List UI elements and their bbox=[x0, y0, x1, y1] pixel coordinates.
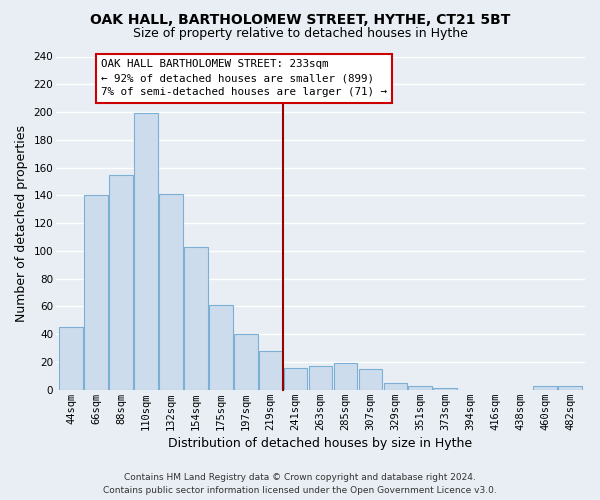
Bar bbox=[558, 386, 582, 390]
Bar bbox=[284, 368, 307, 390]
Text: Size of property relative to detached houses in Hythe: Size of property relative to detached ho… bbox=[133, 28, 467, 40]
Text: OAK HALL BARTHOLOMEW STREET: 233sqm
← 92% of detached houses are smaller (899)
7: OAK HALL BARTHOLOMEW STREET: 233sqm ← 92… bbox=[101, 60, 387, 98]
Bar bbox=[383, 383, 407, 390]
Bar bbox=[159, 194, 182, 390]
X-axis label: Distribution of detached houses by size in Hythe: Distribution of detached houses by size … bbox=[169, 437, 473, 450]
Bar bbox=[134, 114, 158, 390]
Bar bbox=[109, 174, 133, 390]
Bar bbox=[234, 334, 257, 390]
Bar bbox=[259, 351, 283, 390]
Text: OAK HALL, BARTHOLOMEW STREET, HYTHE, CT21 5BT: OAK HALL, BARTHOLOMEW STREET, HYTHE, CT2… bbox=[90, 12, 510, 26]
Bar bbox=[334, 364, 358, 390]
Bar bbox=[209, 305, 233, 390]
Y-axis label: Number of detached properties: Number of detached properties bbox=[15, 124, 28, 322]
Bar bbox=[184, 246, 208, 390]
Bar bbox=[59, 328, 83, 390]
Bar bbox=[533, 386, 557, 390]
Bar bbox=[409, 386, 432, 390]
Text: Contains HM Land Registry data © Crown copyright and database right 2024.
Contai: Contains HM Land Registry data © Crown c… bbox=[103, 474, 497, 495]
Bar bbox=[433, 388, 457, 390]
Bar bbox=[308, 366, 332, 390]
Bar bbox=[359, 369, 382, 390]
Bar bbox=[84, 196, 108, 390]
